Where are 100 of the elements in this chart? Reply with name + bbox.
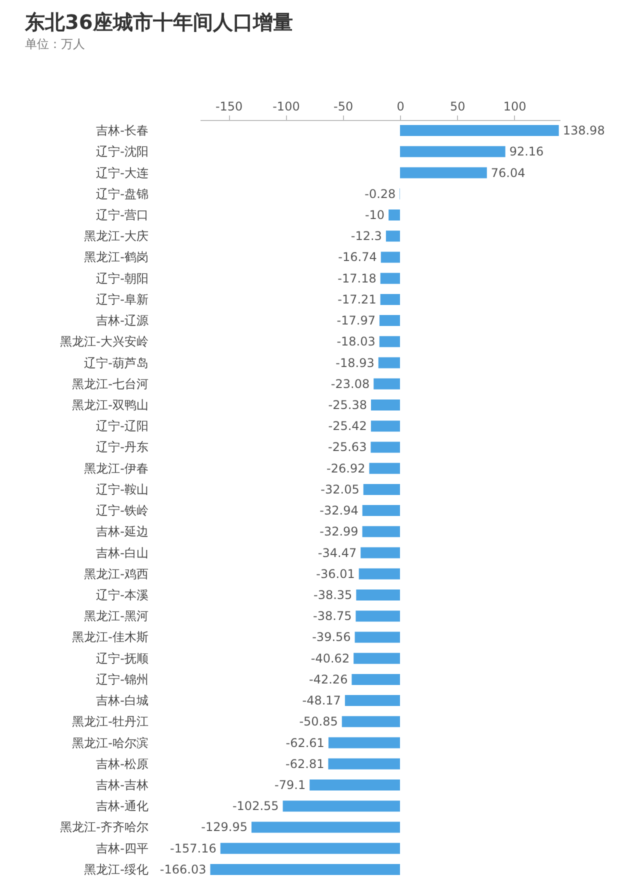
y-tick-label: 辽宁-丹东 <box>96 440 148 454</box>
bar <box>380 272 400 284</box>
x-tick-label: -100 <box>272 100 300 114</box>
bar <box>378 357 400 368</box>
bar <box>251 822 400 833</box>
y-tick-label: 黑龙江-鸡西 <box>84 566 148 581</box>
y-tick-label: 吉林-通化 <box>96 799 148 814</box>
data-label: 92.16 <box>509 144 544 159</box>
data-label: -62.61 <box>286 736 324 750</box>
y-tick-label: 黑龙江-双鸭山 <box>72 398 148 412</box>
y-tick-label: 辽宁-铁岭 <box>96 504 148 518</box>
data-label: -129.95 <box>201 820 248 834</box>
data-label: -39.56 <box>312 630 351 644</box>
data-label: -34.47 <box>318 546 357 560</box>
y-tick-label: 辽宁-阜新 <box>96 292 148 306</box>
data-label: 138.98 <box>562 124 605 138</box>
data-label: -32.05 <box>320 482 360 496</box>
y-tick-label: 黑龙江-牡丹江 <box>72 714 148 729</box>
data-label: -32.99 <box>320 524 358 539</box>
bar <box>400 167 487 178</box>
bar <box>210 864 400 875</box>
data-label: -17.18 <box>338 271 376 286</box>
y-tick-label: 吉林-吉林 <box>96 778 148 792</box>
y-tick-label: 辽宁-锦州 <box>96 672 148 686</box>
x-tick-label: -150 <box>215 100 243 114</box>
bar <box>352 674 400 685</box>
data-label: -18.93 <box>336 356 374 370</box>
bar <box>363 484 400 495</box>
data-label: -36.01 <box>316 566 355 581</box>
y-tick-label: 黑龙江-七台河 <box>72 376 148 391</box>
data-label: -32.94 <box>320 504 358 518</box>
bar <box>342 716 400 728</box>
y-tick-label: 辽宁-辽阳 <box>96 419 148 434</box>
data-label: -102.55 <box>232 799 279 814</box>
y-tick-label: 辽宁-葫芦岛 <box>84 356 148 370</box>
bar <box>374 378 400 390</box>
bar <box>354 652 400 664</box>
y-tick-label: 黑龙江-鹤岗 <box>84 250 148 264</box>
data-label: -25.63 <box>328 440 367 454</box>
data-label: -23.08 <box>330 376 370 391</box>
bar <box>380 252 400 263</box>
bar <box>370 442 400 453</box>
data-label: -157.16 <box>170 841 216 856</box>
data-label: -166.03 <box>160 862 206 876</box>
data-label: -12.3 <box>350 229 382 244</box>
y-tick-label: 黑龙江-齐齐哈尔 <box>60 820 148 834</box>
y-tick-label: 辽宁-沈阳 <box>96 144 148 159</box>
data-label: -25.42 <box>328 419 367 434</box>
x-tick-label: 50 <box>450 100 466 114</box>
data-label: -42.26 <box>309 672 348 686</box>
bar <box>362 526 400 538</box>
bar <box>388 210 400 220</box>
text: 单位：万人 <box>25 37 85 51</box>
bar <box>370 400 400 410</box>
y-tick-label: 黑龙江-大庆 <box>84 229 148 244</box>
data-label: -17.21 <box>338 292 376 306</box>
bar <box>360 547 400 558</box>
y-tick-label: 吉林-白城 <box>96 694 148 708</box>
bar <box>400 125 559 136</box>
bar <box>370 420 400 432</box>
x-tick-label: 0 <box>396 100 404 114</box>
bar <box>356 590 400 600</box>
bar <box>380 294 400 305</box>
y-tick-label: 吉林-延边 <box>96 524 148 539</box>
bar <box>328 737 400 748</box>
data-label: -62.81 <box>286 756 324 771</box>
bar <box>220 842 400 854</box>
data-label: -25.38 <box>328 398 367 412</box>
y-tick-label: 黑龙江-哈尔滨 <box>72 736 148 750</box>
data-label: -40.62 <box>310 651 350 666</box>
data-label: -79.1 <box>274 778 306 792</box>
bar <box>358 568 400 580</box>
bar <box>369 462 400 474</box>
y-tick-label: 黑龙江-伊春 <box>84 461 148 476</box>
data-label: -38.75 <box>313 609 352 624</box>
data-label: -17.97 <box>336 314 376 328</box>
data-label: -18.03 <box>336 334 376 349</box>
y-tick-label: 辽宁-盘锦 <box>96 186 148 201</box>
bar <box>354 632 400 643</box>
data-label: -10 <box>364 208 385 222</box>
bar <box>379 336 400 348</box>
bar <box>379 315 400 326</box>
y-tick-label: 辽宁-鞍山 <box>96 482 148 496</box>
y-tick-label: 吉林-松原 <box>96 756 148 771</box>
data-label: -38.35 <box>313 588 352 602</box>
bar <box>310 780 400 790</box>
x-tick-label: -50 <box>334 100 354 114</box>
x-tick-label: 100 <box>503 100 526 114</box>
y-tick-label: 吉林-白山 <box>96 546 148 560</box>
bar <box>386 230 400 242</box>
y-tick-label: 吉林-四平 <box>96 841 148 856</box>
bar <box>362 505 400 516</box>
y-tick-label: 黑龙江-绥化 <box>84 862 148 876</box>
y-tick-label: 辽宁-抚顺 <box>96 651 148 666</box>
bar <box>328 758 400 770</box>
y-tick-label: 黑龙江-大兴安岭 <box>60 334 148 349</box>
y-tick-label: 黑龙江-黑河 <box>84 609 148 624</box>
chart-title: 东北36座城市十年间人口增量 <box>24 10 293 34</box>
y-tick-label: 吉林-辽源 <box>96 314 148 328</box>
data-label: -50.85 <box>299 714 338 729</box>
